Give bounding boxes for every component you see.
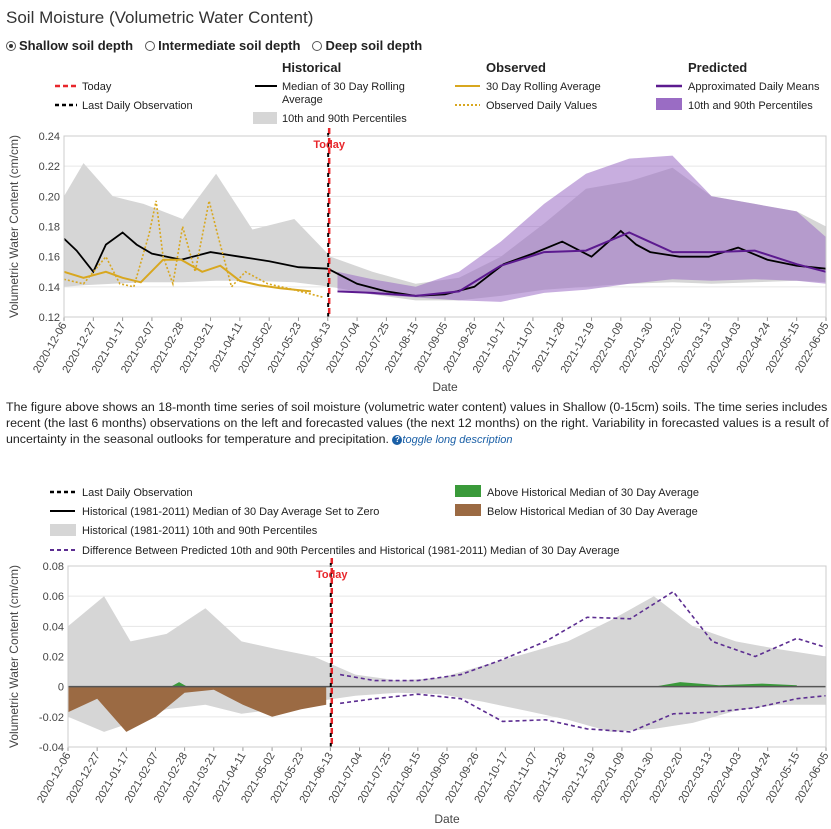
predicted-10th-diff-line: [339, 693, 827, 733]
description-text: The figure above shows an 18-month time …: [6, 400, 829, 446]
legend-pred-header: Predicted: [688, 60, 747, 75]
radio-unselected-icon: [145, 40, 156, 51]
y-tick-label: 0.08: [43, 561, 64, 573]
legend-obs-header: Observed: [486, 60, 546, 75]
radio-shallow-label: Shallow soil depth: [19, 38, 134, 53]
legend2-diff: Difference Between Predicted 10th and 90…: [82, 545, 620, 557]
radio-deep-label: Deep soil depth: [325, 38, 423, 53]
y-tick-label: -0.02: [39, 712, 64, 724]
legend-last-obs: Last Daily Observation: [82, 100, 193, 112]
radio-intermediate-label: Intermediate soil depth: [158, 38, 301, 53]
x-axis-label: Date: [432, 380, 458, 394]
legend2-below-swatch: [455, 504, 481, 516]
plot-frame: [63, 135, 827, 318]
below-median-area: [68, 686, 327, 732]
y-tick-label: 0.04: [43, 621, 64, 633]
today-label: Today: [313, 139, 345, 151]
legend-top: Today Last Daily Observation Historical …: [55, 60, 820, 125]
y-axis-label: Volumetric Water Content (cm/cm): [7, 135, 21, 318]
legend-hist-median: Median of 30 Day Rolling: [282, 81, 405, 93]
plot-frame: [67, 565, 827, 748]
y-tick-label: 0.14: [39, 282, 60, 294]
legend-obs-rolling: 30 Day Rolling Average: [486, 81, 601, 93]
legend2-above-swatch: [455, 485, 481, 497]
legend2-below: Below Historical Median of 30 Day Averag…: [487, 506, 698, 518]
toggle-long-description[interactable]: toggle long description: [402, 434, 513, 446]
legend2-hist-zero: Historical (1981-2011) Median of 30 Day …: [82, 506, 379, 518]
legend-today: Today: [82, 81, 112, 93]
observed-rolling-line: [63, 258, 312, 293]
legend-hist-header: Historical: [282, 60, 341, 75]
y-tick-label: 0.18: [39, 222, 60, 234]
x-axis-label: Date: [434, 812, 460, 826]
predicted-90th-diff-line: [339, 590, 827, 682]
legend2-hist-pct-swatch: [50, 524, 76, 536]
depth-selector: Shallow soil depth Intermediate soil dep…: [6, 38, 422, 53]
legend-pred-pct: 10th and 90th Percentiles: [688, 100, 813, 112]
radio-deep[interactable]: Deep soil depth: [312, 38, 422, 53]
radio-unselected-icon: [312, 40, 323, 51]
y-tick-label: 0.02: [43, 652, 64, 664]
y-tick-label: 0.12: [39, 312, 60, 324]
legend-hist-pct-swatch: [253, 112, 277, 124]
y-tick-label: 0.22: [39, 161, 60, 173]
chart-difference: -0.04-0.0200.020.040.060.082020-12-06202…: [7, 558, 831, 826]
radio-intermediate[interactable]: Intermediate soil depth: [145, 38, 300, 53]
today-label: Today: [316, 569, 348, 581]
legend-hist-pct: 10th and 90th Percentiles: [282, 113, 407, 125]
legend-hist-median-2: Average: [282, 94, 323, 106]
legend-obs-daily: Observed Daily Values: [486, 100, 598, 112]
predicted-means-line: [337, 231, 827, 297]
chart-description: The figure above shows an 18-month time …: [6, 399, 831, 448]
legend2-last-obs: Last Daily Observation: [82, 487, 193, 499]
legend-bottom: Last Daily Observation Historical (1981-…: [50, 485, 699, 557]
question-icon[interactable]: ?: [392, 434, 403, 445]
y-tick-label: 0.06: [43, 591, 64, 603]
observed-daily-line: [63, 200, 324, 299]
legend-pred-pct-swatch: [656, 98, 682, 110]
legend2-hist-pct: Historical (1981-2011) 10th and 90th Per…: [82, 525, 318, 537]
legend-pred-means: Approximated Daily Means: [688, 81, 820, 93]
radio-shallow[interactable]: Shallow soil depth: [6, 38, 133, 53]
chart-soil-moisture: 0.120.140.160.180.200.220.242020-12-0620…: [7, 128, 831, 394]
y-tick-label: 0.16: [39, 252, 60, 264]
historical-percentile-band: [68, 596, 826, 732]
y-tick-label: 0: [58, 682, 64, 694]
y-axis-label: Volumetric Water Content (cm/cm): [7, 565, 21, 748]
legend2-above: Above Historical Median of 30 Day Averag…: [487, 487, 699, 499]
page-title: Soil Moisture (Volumetric Water Content): [6, 8, 314, 27]
y-tick-label: 0.20: [39, 191, 60, 203]
y-tick-label: -0.04: [39, 742, 64, 754]
y-tick-label: 0.24: [39, 131, 60, 143]
predicted-percentile-band: [337, 155, 826, 302]
radio-selected-icon: [6, 40, 16, 51]
